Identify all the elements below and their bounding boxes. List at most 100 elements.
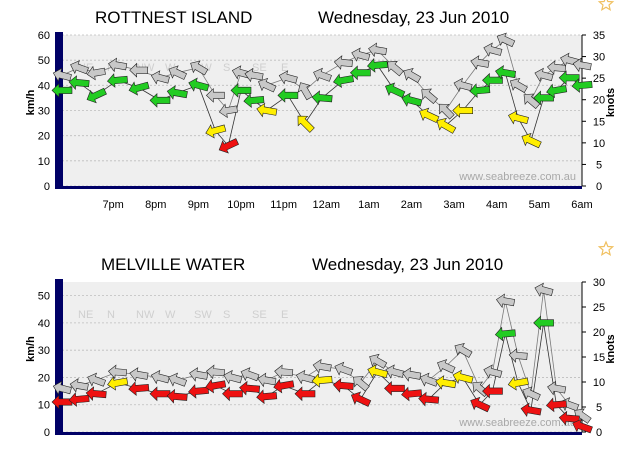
speed-arrow-shape xyxy=(230,82,252,98)
gust-arrow-shape xyxy=(240,367,260,382)
speed-arrow-shape xyxy=(51,394,73,410)
speed-arrow-shape xyxy=(256,389,278,405)
x-tick-label: 8pm xyxy=(145,199,166,211)
gust-arrow-shape xyxy=(534,282,554,297)
watermark-text: www.seabreeze.com.au xyxy=(458,417,576,429)
gust-arrow-shape xyxy=(295,369,315,385)
gust-arrow xyxy=(522,386,541,401)
favourite-star-icon xyxy=(597,240,615,256)
y-tick-label: 50 xyxy=(38,291,50,303)
speed-arrow xyxy=(546,397,567,413)
speed-arrow xyxy=(350,391,372,407)
speed-arrow-shape xyxy=(367,58,388,73)
gust-arrow-shape xyxy=(572,57,592,73)
speed-arrow-shape xyxy=(349,65,371,81)
speed-arrow xyxy=(385,82,406,98)
speed-arrow-shape xyxy=(508,110,529,125)
y-axis-title-right: knots xyxy=(605,88,617,117)
y-tick-label: 20 xyxy=(38,372,50,384)
speed-arrow-shape xyxy=(470,396,491,413)
gust-arrow xyxy=(421,88,438,105)
speed-arrow-shape xyxy=(68,75,90,90)
gust-arrow-shape xyxy=(69,378,89,393)
gust-arrow xyxy=(206,364,225,380)
y-right-tick-label: 5 xyxy=(596,159,602,171)
speed-arrow xyxy=(311,373,333,388)
speed-arrow xyxy=(533,315,554,331)
speed-arrow xyxy=(128,81,150,96)
speed-arrow-shape xyxy=(128,381,150,397)
left-axis-bar xyxy=(55,279,63,435)
speed-arrow xyxy=(367,58,388,73)
gust-arrow xyxy=(402,367,422,382)
speed-arrow xyxy=(166,388,188,404)
speed-arrow xyxy=(218,138,240,154)
gust-arrow xyxy=(168,65,188,80)
y-right-tick-label: 35 xyxy=(593,30,605,42)
gust-arrow-shape xyxy=(369,353,388,369)
gust-arrow xyxy=(572,57,592,73)
speed-arrow xyxy=(297,115,315,133)
gust-arrow xyxy=(223,369,243,385)
gust-arrow-shape xyxy=(421,88,438,105)
gust-arrow-shape xyxy=(534,67,554,83)
gust-arrow-shape xyxy=(278,70,298,85)
direction-label: E xyxy=(281,309,288,321)
gust-arrow-shape xyxy=(108,364,127,380)
speed-arrow-shape xyxy=(558,410,580,426)
gust-arrow xyxy=(168,372,188,387)
x-tick-label: 2am xyxy=(401,199,422,211)
gust-arrow xyxy=(547,60,566,75)
gust-arrow xyxy=(547,380,567,396)
y-tick-label: 30 xyxy=(38,345,50,357)
x-tick-label: 1am xyxy=(358,199,379,211)
gust-arrow-shape xyxy=(385,364,405,379)
speed-arrow-shape xyxy=(218,138,240,154)
gust-arrow-shape xyxy=(274,364,294,380)
direction-label: E xyxy=(281,62,288,74)
left-axis-bar xyxy=(55,32,63,189)
gust-arrow-shape xyxy=(419,372,439,387)
y-right-tick-label: 0 xyxy=(596,427,602,439)
speed-arrow-shape xyxy=(205,124,227,139)
gust-arrow-shape xyxy=(257,372,277,388)
gust-arrow xyxy=(86,65,106,81)
y-tick-label: 50 xyxy=(38,55,50,67)
gust-arrow xyxy=(70,60,89,75)
gust-arrow xyxy=(87,372,107,387)
speed-arrow xyxy=(311,90,333,106)
speed-arrow xyxy=(508,110,529,125)
x-tick-label: 10pm xyxy=(227,199,255,211)
speed-arrow-shape xyxy=(482,383,503,399)
speed-arrow-shape xyxy=(572,418,593,434)
gust-arrow xyxy=(534,67,554,83)
gust-arrow xyxy=(534,282,554,297)
gust-arrow xyxy=(52,380,72,396)
gust-arrow xyxy=(508,348,528,363)
speed-arrow-shape xyxy=(332,377,354,393)
gust-arrow xyxy=(385,364,405,379)
gust-arrow xyxy=(190,60,209,76)
speed-arrow-shape xyxy=(277,87,299,103)
gust-arrow xyxy=(419,372,439,387)
gust-arrow xyxy=(244,67,264,83)
speed-arrow-shape xyxy=(149,386,171,402)
gust-arrow-shape xyxy=(402,367,422,382)
speed-arrow xyxy=(243,93,265,109)
x-tick-label: 11pm xyxy=(270,199,297,211)
speed-arrow xyxy=(68,75,90,90)
y-axis-title-left: km/h xyxy=(25,89,37,115)
speed-arrow xyxy=(521,132,542,149)
speed-arrow-shape xyxy=(385,82,406,98)
gust-arrow-shape xyxy=(496,32,516,48)
gust-arrow-shape xyxy=(108,57,128,73)
speed-arrow-shape xyxy=(571,78,593,93)
gust-arrow xyxy=(257,372,277,388)
speed-arrow-shape xyxy=(384,380,405,396)
gust-arrow xyxy=(403,68,422,83)
gust-arrow-shape xyxy=(86,65,106,81)
chart-panel-1: ROTTNEST ISLAND Wednesday, 23 Jun 2010 0 10… xyxy=(25,8,617,211)
gust-arrow-shape xyxy=(438,103,455,120)
direction-label: S xyxy=(223,62,230,74)
speed-arrow-shape xyxy=(68,392,90,407)
